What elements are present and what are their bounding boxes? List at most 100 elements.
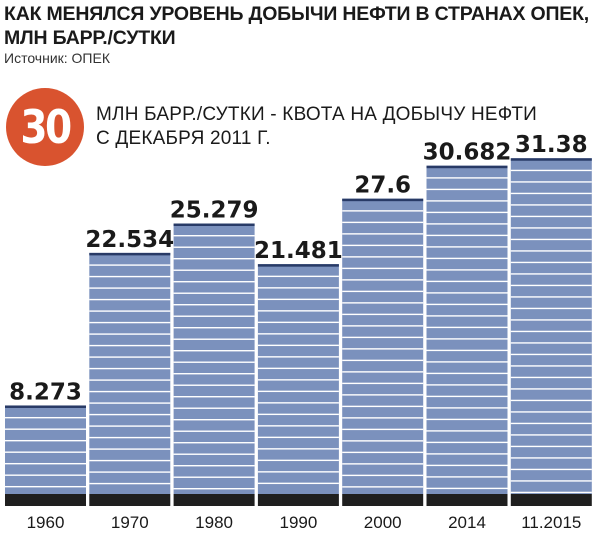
bar-stripe [426,246,508,248]
bar-stripe [5,439,86,442]
bar-top-edge [5,405,86,408]
category-label: 11.2015 [521,513,581,532]
bar-stripe [510,376,592,379]
bar-stripe [89,356,171,358]
bar-stripe [510,192,592,195]
bar-stripe [89,413,171,416]
bar-top-edge [89,252,171,256]
bar [5,405,86,494]
bar-stripe [89,482,171,485]
bar-stripe [257,367,339,370]
bar-stripe [342,359,424,362]
bar-group: 27.6 2000 [342,173,424,532]
quota-value: 30 [20,100,72,154]
title-line-1: КАК МЕНЯЛСЯ УРОВЕНЬ ДОБЫЧИ НЕФТИ В СТРАН… [4,3,590,25]
bar-stripe [173,350,255,352]
bar-stripe [5,474,86,476]
bar-stripe [89,275,171,278]
bar-stripe [426,384,508,386]
bar-stripe [342,348,424,350]
bar-stripe [426,395,508,398]
quota-note-line-1: МЛН БАРР./СУТКИ - КВОТА НА ДОБЫЧУ НЕФТИ [96,104,537,125]
bar-stripe [173,304,255,306]
category-label: 2014 [448,513,486,532]
bar-stripe [257,287,339,289]
bar-stripe [510,204,592,206]
bar-stripe [510,296,592,298]
chart-title: КАК МЕНЯЛСЯ УРОВЕНЬ ДОБЫЧИ НЕФТИ В СТРАН… [4,2,598,50]
source-note: Источник: ОПЕК [4,50,110,66]
bar-stripe [173,396,255,398]
bar-stripe [342,233,424,235]
bar-base [510,494,592,506]
bar-stripe [510,342,592,344]
bar-stripe [510,491,592,494]
bar-stripe [510,169,592,172]
bar-stripe [173,235,255,237]
bar-stripe [342,313,424,316]
bar-stripe [342,256,424,258]
bar-stripe [426,177,508,179]
bar-stripe [510,480,592,482]
bar-stripe [173,327,255,329]
bar-stripe [342,210,424,212]
bar-stripe [510,227,592,229]
bar-stripe [173,269,255,271]
bar-stripe [342,394,424,396]
bar-stripe [257,459,339,462]
bar-stripe [257,390,339,393]
bar-group: 8.273 1960 [5,379,86,532]
bar-stripe [510,399,592,402]
bar-top-edge [510,158,592,161]
bar-stripe [89,425,171,427]
bar-stripe [510,319,592,321]
value-label: 21.481 [254,238,343,264]
bar-stripe [173,407,255,409]
bar-stripe [426,326,508,329]
bar-stripe [426,430,508,432]
bar-stripe [342,417,424,419]
bar-stripe [342,244,424,247]
bar-stripe [510,181,592,183]
bar-stripe [426,257,508,260]
bar [89,252,171,494]
bar-stripe [89,436,171,439]
bar-stripe [342,279,424,281]
bar-stripe [342,382,424,385]
value-label: 8.273 [9,379,82,405]
bar-stripe [173,384,255,386]
bar-top-edge [173,223,255,227]
bar-stripe [257,298,339,301]
bar-stripe [426,223,508,225]
bar-stripe [89,298,171,301]
bar-stripe [257,402,339,404]
bar-stripe [342,463,424,465]
bar-stripe [89,379,171,381]
category-label: 2000 [364,513,402,532]
value-label: 25.279 [170,198,259,224]
bar [510,158,592,494]
bar-stripe [257,344,339,347]
bar-stripe [173,258,255,260]
bar-stripe [173,419,255,421]
bar-stripe [426,441,508,444]
bar [173,223,255,494]
bar-stripe [5,416,86,419]
bar-stripe [510,273,592,275]
bar-stripe [426,292,508,294]
bar-stripe [510,457,592,459]
bar-stripe [173,281,255,283]
bar-stripe [257,310,339,312]
bar-stripe [5,462,86,465]
bar-stripe [342,267,424,270]
bar-stripe [426,211,508,214]
bar-stripe [173,292,255,294]
bar-base [257,494,339,506]
bar-stripe [342,221,424,224]
bar-stripe [257,321,339,324]
bar-stripe [510,330,592,333]
bar-stripe [426,200,508,202]
bar-stripe [342,336,424,339]
bar-stripe [342,486,424,488]
bar-base [5,494,86,506]
